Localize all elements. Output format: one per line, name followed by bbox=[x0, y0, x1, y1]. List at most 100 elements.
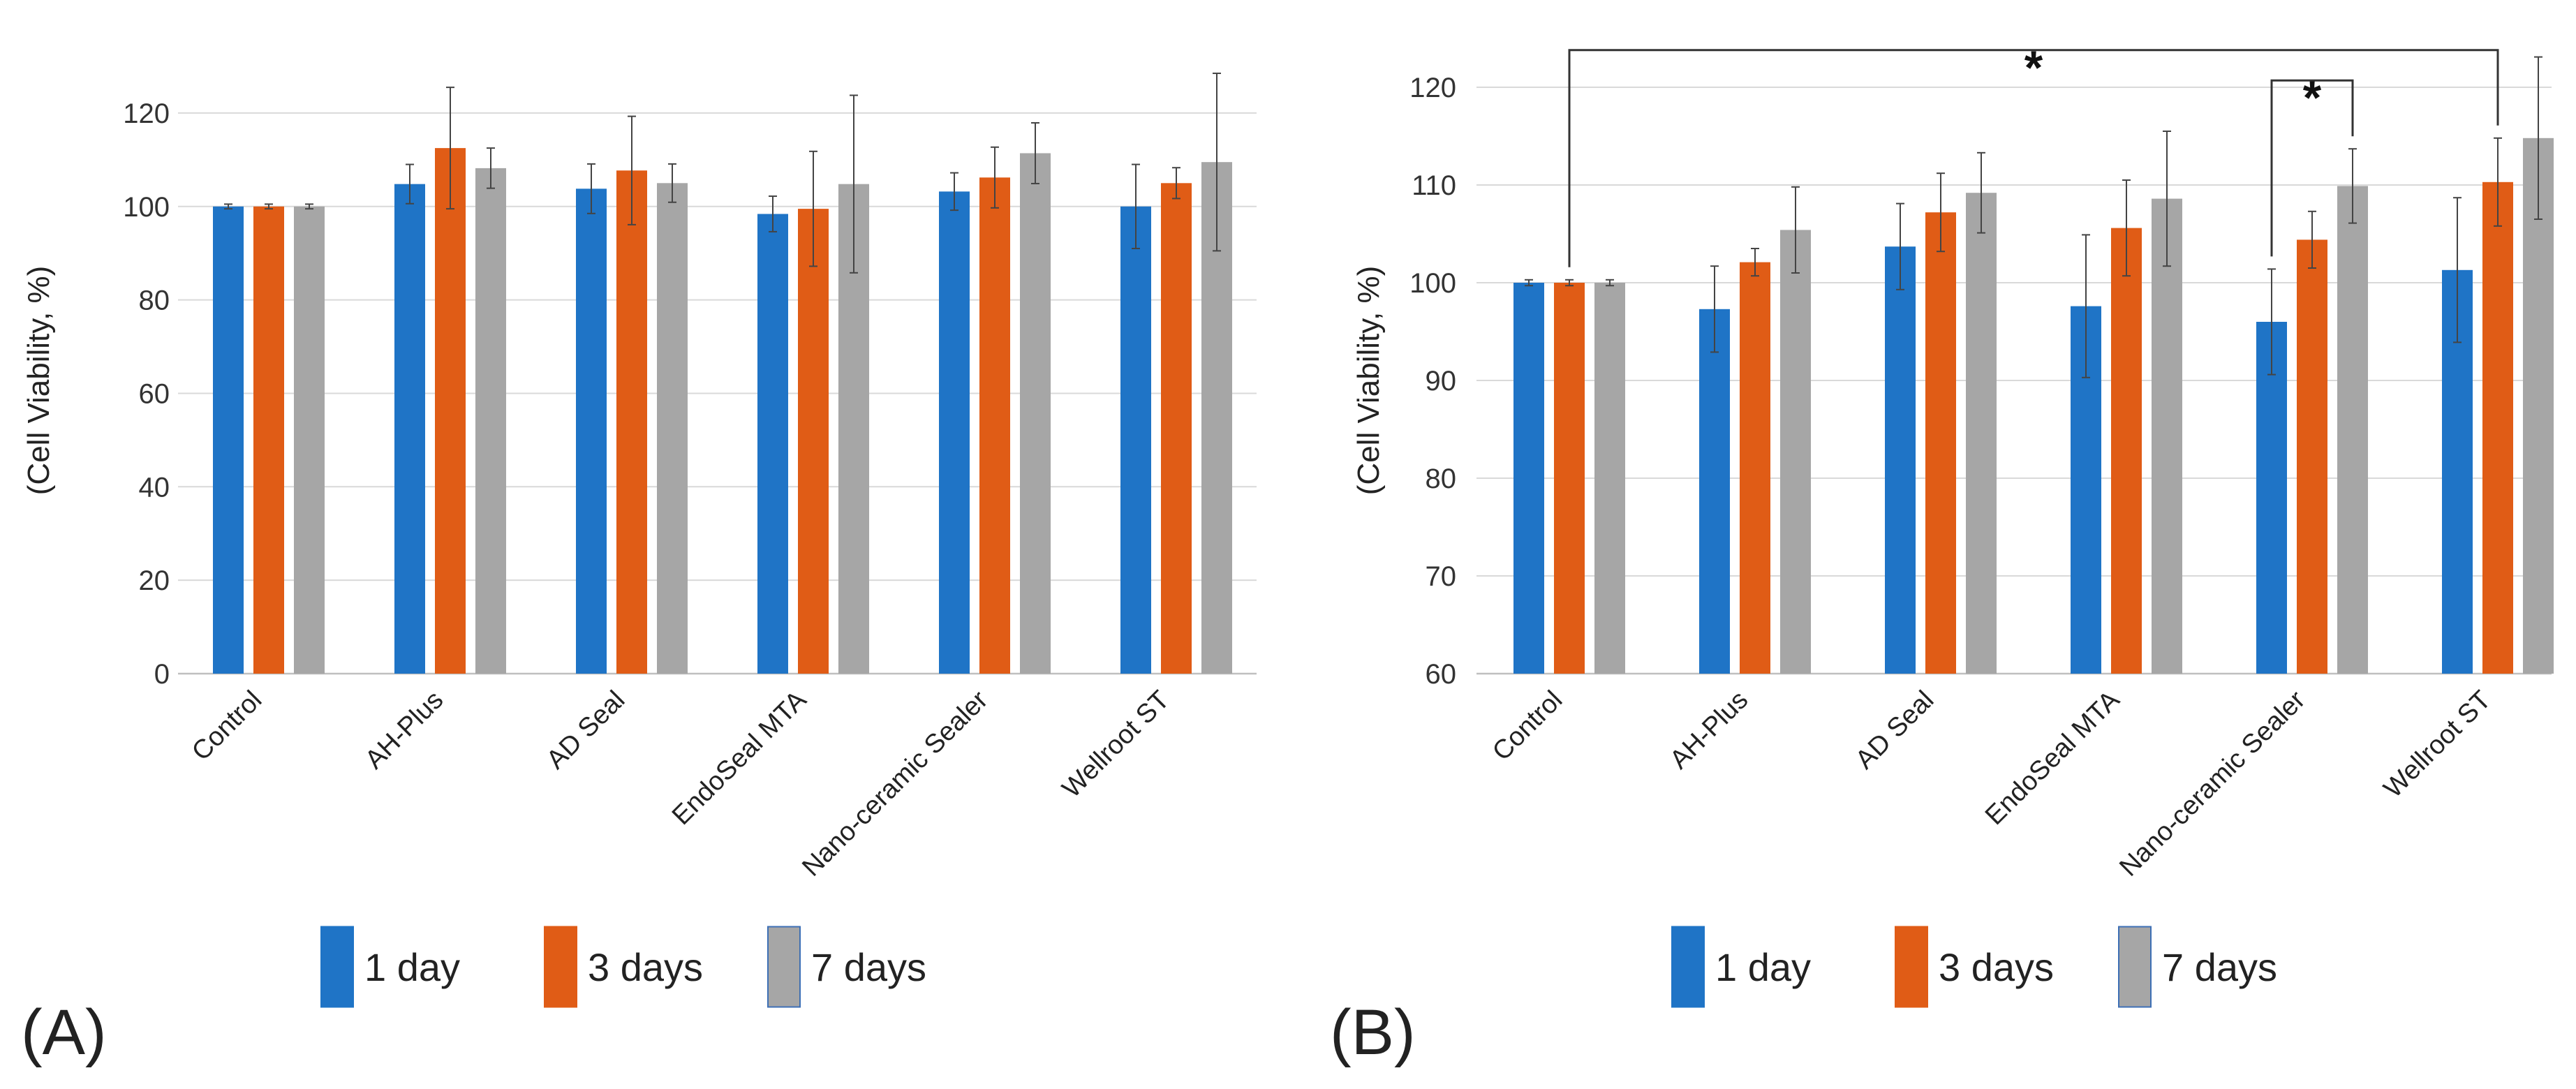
y-tick-label: 80 bbox=[139, 286, 170, 316]
error-bar bbox=[2267, 268, 2276, 376]
error-bar bbox=[2308, 210, 2316, 269]
bar bbox=[1925, 212, 1956, 674]
bar bbox=[939, 191, 970, 674]
bar bbox=[2337, 186, 2368, 674]
bar bbox=[1513, 283, 1544, 674]
error-bars bbox=[1525, 56, 2542, 378]
error-bar bbox=[668, 163, 676, 203]
bar bbox=[253, 206, 284, 674]
bar bbox=[294, 206, 325, 674]
y-tick-label: 100 bbox=[123, 192, 170, 223]
bar bbox=[394, 184, 425, 674]
y-tick-labels: 0 20 40 60 80 100 120 bbox=[123, 98, 170, 690]
bar bbox=[1020, 153, 1051, 674]
bar bbox=[2152, 198, 2182, 674]
y-axis-label: (Cell Viability, %) bbox=[1352, 266, 1386, 495]
category-labels: Control AH-Plus AD Seal EndoSeal MTANano-ce… bbox=[1487, 685, 2496, 882]
category-label: Nano-ceramic Sealer bbox=[797, 685, 993, 882]
error-bar bbox=[587, 163, 595, 214]
error-bar bbox=[2494, 137, 2502, 227]
y-tick-labels: 60 70 80 90 100 110 120 bbox=[1409, 73, 1456, 690]
legend: 1 day 3 days 7 days bbox=[1671, 926, 2277, 1008]
category-label: Wellroot ST bbox=[1057, 686, 1176, 804]
error-bar bbox=[1977, 151, 1985, 234]
legend-label: 3 days bbox=[1939, 945, 2054, 989]
error-bar bbox=[850, 94, 858, 274]
bar bbox=[1740, 262, 1770, 674]
y-tick-label: 60 bbox=[1426, 659, 1457, 690]
bar bbox=[2256, 322, 2287, 674]
significance-bracket bbox=[1568, 49, 2499, 267]
bars bbox=[213, 148, 1232, 674]
panel-label: (B) bbox=[1330, 997, 1416, 1068]
error-bar bbox=[265, 203, 273, 210]
error-bar bbox=[1896, 202, 1904, 290]
y-tick-label: 20 bbox=[139, 565, 170, 596]
legend-label: 1 day bbox=[364, 945, 460, 989]
error-bar bbox=[2348, 148, 2357, 224]
chart-panel-b: 60 70 80 90 100 110 120 Control AH-Plus AD Seal E… bbox=[1330, 41, 2554, 1068]
bar bbox=[1120, 206, 1151, 674]
y-tick-label: 0 bbox=[154, 659, 170, 690]
category-label: Control bbox=[1487, 686, 1568, 766]
error-bar bbox=[1791, 186, 1800, 274]
bar bbox=[657, 183, 688, 674]
bar bbox=[1699, 309, 1730, 674]
legend-label: 3 days bbox=[588, 945, 703, 989]
y-tick-label: 120 bbox=[123, 98, 170, 129]
category-label: AD Seal bbox=[541, 686, 630, 775]
category-labels: Control AH-Plus AD Seal EndoSeal MTANano-ce… bbox=[186, 685, 1175, 882]
gridlines bbox=[178, 112, 1257, 581]
error-bar bbox=[991, 146, 999, 209]
error-bar bbox=[2122, 179, 2131, 277]
category-label: EndoSeal MTA bbox=[667, 685, 813, 831]
legend: 1 day 3 days 7 days bbox=[320, 926, 926, 1008]
bar bbox=[1554, 283, 1585, 674]
error-bar bbox=[406, 163, 414, 205]
legend-swatch bbox=[1895, 926, 1928, 1008]
error-bar bbox=[1606, 279, 1614, 287]
y-tick-label: 80 bbox=[1426, 464, 1457, 494]
error-bar bbox=[769, 195, 777, 232]
error-bar bbox=[1751, 248, 1759, 277]
legend-label: 7 days bbox=[811, 945, 926, 989]
category-label: AH-Plus bbox=[360, 686, 449, 775]
error-bar bbox=[1132, 163, 1140, 249]
y-tick-label: 60 bbox=[139, 378, 170, 409]
legend-swatch bbox=[767, 926, 801, 1008]
bar bbox=[1780, 230, 1811, 674]
bar bbox=[1885, 246, 1916, 674]
legend-swatch bbox=[544, 926, 577, 1008]
y-tick-label: 120 bbox=[1409, 73, 1456, 103]
error-bar bbox=[628, 115, 636, 225]
bars bbox=[1513, 138, 2554, 674]
chart-panel-a: 0 20 40 60 80 100 120 Control AH-Plus AD Seal End… bbox=[21, 73, 1257, 1068]
bar bbox=[435, 148, 466, 674]
error-bar bbox=[1710, 265, 1719, 353]
error-bar bbox=[2453, 197, 2462, 343]
bar bbox=[979, 177, 1010, 674]
bar bbox=[1966, 193, 1997, 674]
category-label: AD Seal bbox=[1850, 686, 1939, 775]
gridlines bbox=[1476, 87, 2552, 577]
y-axis-label: (Cell Viability, %) bbox=[22, 266, 56, 495]
bar bbox=[576, 188, 607, 674]
bar bbox=[2297, 239, 2327, 674]
bar bbox=[757, 214, 788, 674]
bar bbox=[213, 206, 244, 674]
y-tick-label: 90 bbox=[1426, 366, 1457, 397]
error-bar bbox=[950, 172, 958, 212]
legend-swatch bbox=[2118, 926, 2152, 1008]
bar bbox=[2111, 228, 2142, 674]
bar bbox=[2482, 182, 2513, 674]
error-bar bbox=[305, 203, 313, 210]
error-bar bbox=[2082, 234, 2090, 378]
panel-label: (A) bbox=[21, 997, 107, 1068]
bar bbox=[616, 170, 647, 674]
bar bbox=[475, 168, 506, 674]
error-bar bbox=[1565, 279, 1574, 287]
legend-swatch bbox=[1671, 926, 1705, 1008]
category-label: Nano-ceramic Sealer bbox=[2114, 685, 2311, 882]
error-bar bbox=[2534, 56, 2542, 220]
